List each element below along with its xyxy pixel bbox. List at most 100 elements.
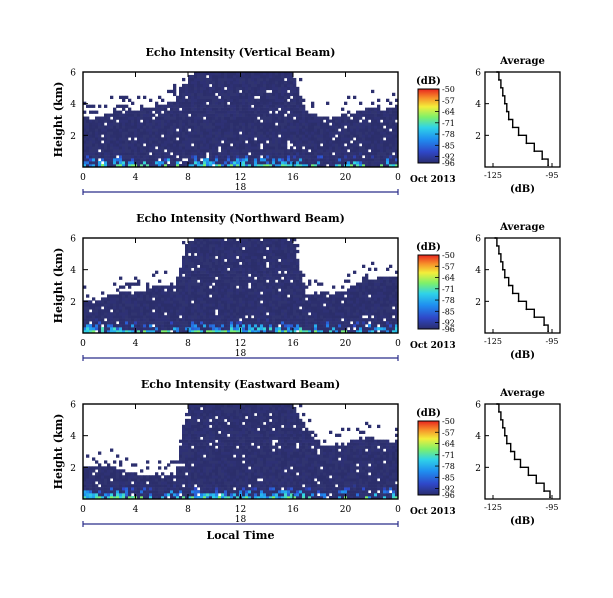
heatmap-cell <box>266 110 270 114</box>
heatmap-cell <box>392 113 396 117</box>
heatmap-cell <box>95 312 99 316</box>
heatmap-cell <box>227 255 231 260</box>
heatmap-cell <box>296 113 300 117</box>
heatmap-cell <box>197 92 201 97</box>
heatmap-cell <box>101 327 105 331</box>
heatmap-cell <box>314 318 318 322</box>
heatmap-cell <box>143 152 147 156</box>
heatmap-cell <box>119 294 123 298</box>
heatmap-cell <box>188 264 192 268</box>
heatmap-cell <box>122 315 126 319</box>
heatmap-cell <box>146 149 150 153</box>
heatmap-cell <box>197 276 201 280</box>
heatmap-cell <box>89 318 93 322</box>
heatmap-cell <box>227 134 231 138</box>
heatmap-cell <box>287 249 291 254</box>
heatmap-cell <box>242 131 246 135</box>
heatmap-cell <box>200 252 204 257</box>
heatmap-cell <box>86 466 90 470</box>
heatmap-cell <box>242 291 246 295</box>
heatmap-cell <box>122 98 126 102</box>
heatmap-cell <box>155 327 159 331</box>
heatmap-cell <box>185 161 189 165</box>
heatmap-cell <box>98 493 102 497</box>
heatmap-cell <box>260 249 264 254</box>
heatmap-cell <box>212 279 216 283</box>
heatmap-cell <box>227 306 231 310</box>
heatmap-cell <box>113 321 117 325</box>
heatmap-cell <box>344 128 348 132</box>
heatmap-cell <box>293 264 297 268</box>
heatmap-cell <box>248 119 252 123</box>
panel-3: Echo Intensity (Eastward Beam)642Height … <box>52 378 561 542</box>
heatmap-cell <box>362 149 366 153</box>
heatmap-cell <box>326 297 330 301</box>
heatmap-cell <box>227 72 231 76</box>
heatmap-cell <box>206 294 210 298</box>
heatmap-cell <box>113 315 117 319</box>
heatmap-cell <box>86 152 90 156</box>
heatmap-cell <box>266 282 270 286</box>
heatmap-cell <box>98 122 102 126</box>
heatmap-cell <box>380 125 384 129</box>
heatmap-cell <box>263 315 267 319</box>
heatmap-cell <box>254 330 258 334</box>
heatmap-cell <box>359 146 363 150</box>
heatmap-cell <box>263 113 267 117</box>
heatmap-cell <box>128 110 132 114</box>
heatmap-cell <box>236 158 240 162</box>
heatmap-cell <box>293 288 297 292</box>
heatmap-cell <box>218 110 222 114</box>
heatmap-cell <box>332 122 336 126</box>
heatmap-cell <box>161 164 165 168</box>
heatmap-cell <box>239 107 243 111</box>
heatmap-cell <box>305 164 309 168</box>
heatmap-cell <box>209 303 213 307</box>
heatmap-cell <box>314 146 318 150</box>
heatmap-cell <box>236 303 240 307</box>
heatmap-cell <box>290 315 294 319</box>
heatmap-cell <box>287 161 291 165</box>
heatmap-cell <box>224 134 228 138</box>
heatmap-cell <box>260 273 264 277</box>
heatmap-cell <box>335 146 339 150</box>
heatmap-cell <box>104 315 108 319</box>
heatmap-cell <box>179 312 183 316</box>
heatmap-cell <box>308 300 312 304</box>
heatmap-cell <box>278 152 282 156</box>
heatmap-cell <box>185 291 189 295</box>
heatmap-cell <box>179 125 183 129</box>
colorbar-tick-label: -85 <box>442 141 455 150</box>
heatmap-cell <box>122 318 126 322</box>
heatmap-cell <box>170 146 174 150</box>
heatmap-cell <box>260 110 264 114</box>
heatmap-cell <box>392 149 396 153</box>
heatmap-cell <box>287 240 291 245</box>
heatmap-cell <box>227 77 231 82</box>
heatmap-cell <box>86 161 90 165</box>
heatmap-cell <box>95 116 99 120</box>
heatmap-cell <box>275 288 279 292</box>
heatmap-cell <box>215 128 219 132</box>
heatmap-cell <box>251 312 255 316</box>
heatmap-cell <box>86 134 90 138</box>
heatmap-cell <box>209 330 213 334</box>
heatmap-cell <box>161 98 165 102</box>
heatmap-cell <box>83 493 87 497</box>
heatmap-cell <box>320 300 324 304</box>
heatmap-cell <box>362 285 366 289</box>
heatmap-cell <box>125 116 129 120</box>
heatmap-cell <box>167 306 171 310</box>
heatmap-cell <box>185 134 189 138</box>
heatmap-cell <box>269 143 273 147</box>
heatmap-cell <box>131 161 135 165</box>
y-tick-label: 4 <box>70 100 76 110</box>
heatmap-cell <box>188 288 192 292</box>
heatmap-cell <box>341 143 345 147</box>
heatmap-cell <box>113 297 117 301</box>
heatmap-cell <box>149 297 153 301</box>
heatmap-cell <box>248 264 252 268</box>
heatmap-cell <box>380 155 384 159</box>
heatmap-cell <box>278 128 282 132</box>
heatmap-cell <box>107 312 111 316</box>
